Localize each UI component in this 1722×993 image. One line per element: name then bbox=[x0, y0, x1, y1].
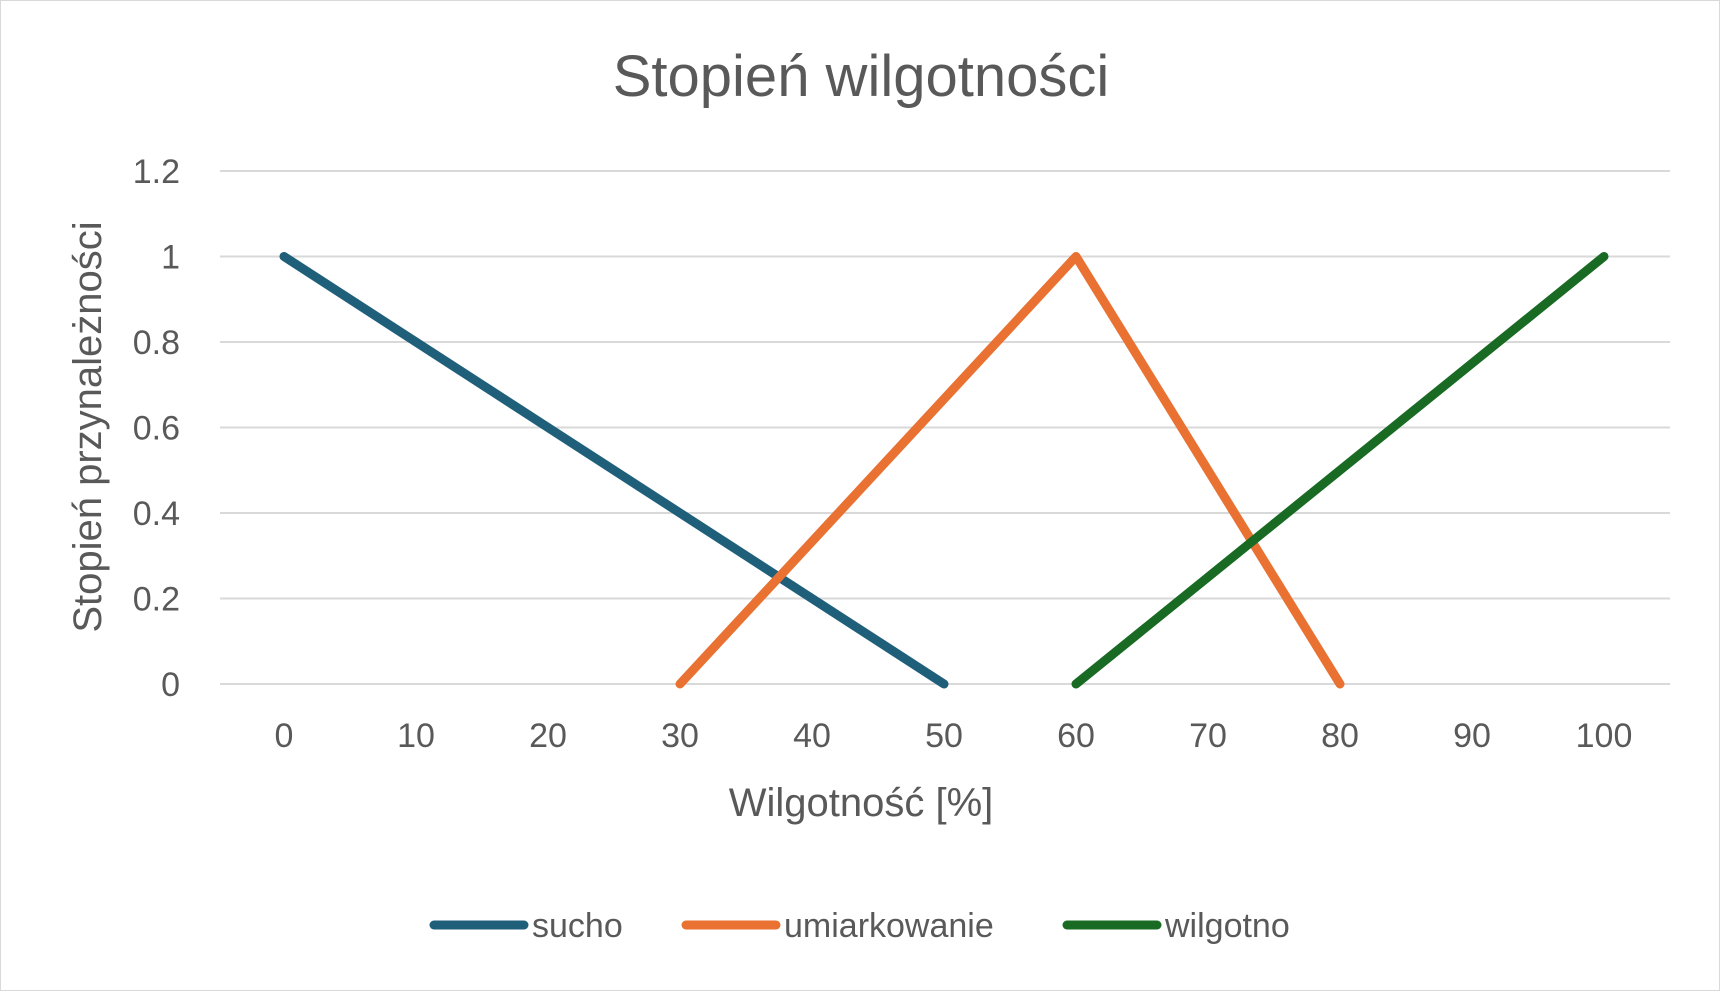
x-tick-label-60: 60 bbox=[1057, 717, 1095, 755]
x-tick-label-0: 0 bbox=[275, 717, 294, 755]
y-tick-label-0-4: 0.4 bbox=[133, 495, 180, 533]
legend-label-umiarkowanie: umiarkowanie bbox=[784, 907, 994, 945]
y-axis-tick-labels: 0 0.2 0.4 0.6 0.8 1 1.2 bbox=[133, 153, 180, 704]
x-tick-label-90: 90 bbox=[1453, 717, 1491, 755]
series-line-sucho bbox=[279, 252, 949, 689]
x-tick-label-100: 100 bbox=[1576, 717, 1633, 755]
legend-item-wilgotno: wilgotno bbox=[1062, 907, 1290, 945]
y-tick-label-0-6: 0.6 bbox=[133, 410, 180, 448]
y-tick-label-1: 1 bbox=[161, 239, 180, 277]
x-tick-label-50: 50 bbox=[925, 717, 963, 755]
legend-label-wilgotno: wilgotno bbox=[1164, 907, 1290, 945]
series-line-umiarkowanie bbox=[675, 252, 1345, 689]
x-axis-tick-labels: 0 10 20 30 40 50 60 70 80 90 100 bbox=[275, 717, 1633, 755]
legend-item-umiarkowanie: umiarkowanie bbox=[681, 907, 994, 945]
chart-series bbox=[279, 252, 1609, 689]
series-line-wilgotno bbox=[1071, 252, 1609, 689]
legend-item-sucho: sucho bbox=[429, 907, 623, 945]
y-axis-title: Stopień przynależności bbox=[66, 221, 110, 632]
x-tick-label-70: 70 bbox=[1189, 717, 1227, 755]
x-tick-label-20: 20 bbox=[529, 717, 567, 755]
x-tick-label-10: 10 bbox=[397, 717, 435, 755]
chart-legend: sucho umiarkowanie wilgotno bbox=[429, 907, 1290, 945]
x-tick-label-80: 80 bbox=[1321, 717, 1359, 755]
x-axis-title: Wilgotność [%] bbox=[729, 781, 994, 825]
legend-label-sucho: sucho bbox=[532, 907, 623, 945]
x-tick-label-30: 30 bbox=[661, 717, 699, 755]
y-tick-label-0: 0 bbox=[161, 666, 180, 704]
y-tick-label-0-8: 0.8 bbox=[133, 324, 180, 362]
y-tick-label-1-2: 1.2 bbox=[133, 153, 180, 191]
y-tick-label-0-2: 0.2 bbox=[133, 581, 180, 619]
x-tick-label-40: 40 bbox=[793, 717, 831, 755]
grid-lines bbox=[220, 170, 1670, 685]
chart-title: Stopień wilgotności bbox=[613, 44, 1110, 109]
